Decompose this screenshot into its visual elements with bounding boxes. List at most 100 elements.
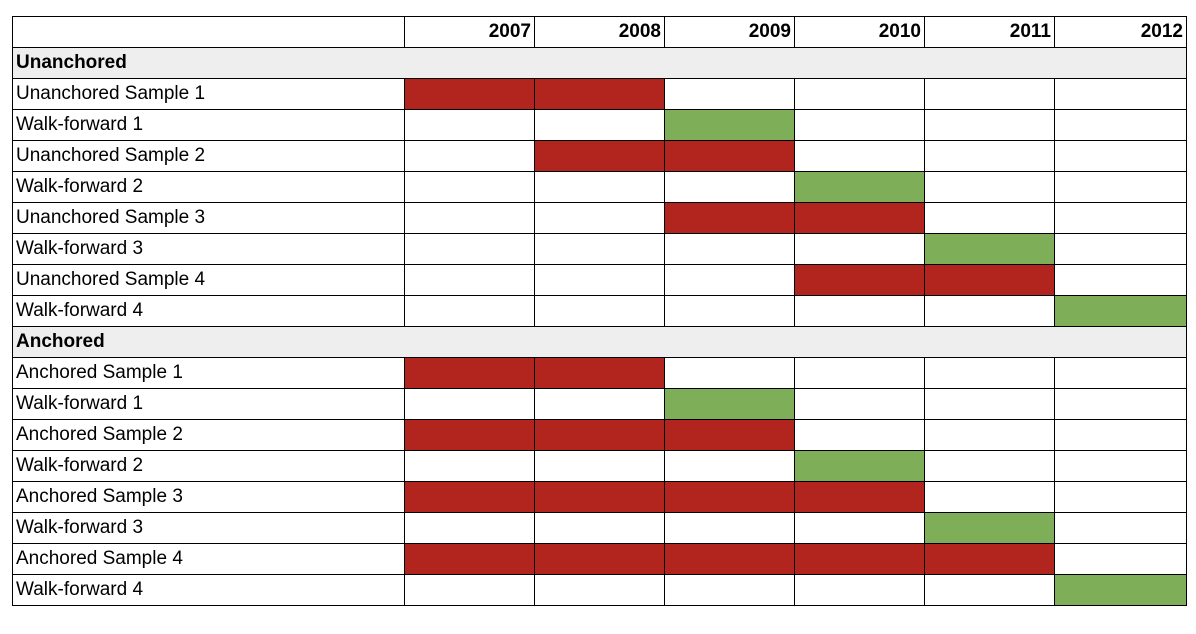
- empty-cell: [534, 295, 665, 327]
- empty-cell: [1054, 543, 1187, 575]
- walk-forward-table: 2007 2008 2009 2010 2011 2012 Unanchored…: [12, 16, 1187, 606]
- empty-cell: [404, 233, 535, 265]
- empty-cell: [924, 295, 1055, 327]
- empty-cell: [1054, 450, 1187, 482]
- empty-cell: [534, 388, 665, 420]
- empty-cell: [404, 140, 535, 172]
- walk-forward-bar: [794, 171, 925, 203]
- empty-cell: [664, 574, 795, 606]
- column-header: 2010: [794, 16, 925, 48]
- row-label: Unanchored Sample 2: [12, 140, 405, 172]
- empty-cell: [404, 171, 535, 203]
- table-row: Walk-forward 4: [12, 574, 1187, 606]
- empty-cell: [794, 388, 925, 420]
- walk-forward-bar: [1054, 295, 1187, 327]
- walk-forward-bar: [924, 512, 1055, 544]
- row-label: Anchored Sample 1: [12, 357, 405, 389]
- row-label: Anchored Sample 3: [12, 481, 405, 513]
- empty-cell: [404, 264, 535, 296]
- sample-bar: [924, 543, 1055, 575]
- section-row: Anchored: [12, 326, 1187, 358]
- table-row: Unanchored Sample 4: [12, 264, 1187, 296]
- walk-forward-bar: [664, 109, 795, 141]
- empty-cell: [664, 264, 795, 296]
- empty-cell: [404, 512, 535, 544]
- sample-bar: [664, 543, 795, 575]
- sample-bar: [404, 357, 535, 389]
- empty-cell: [924, 78, 1055, 110]
- row-label: Walk-forward 1: [12, 388, 405, 420]
- table-row: Anchored Sample 4: [12, 543, 1187, 575]
- sample-bar: [534, 140, 665, 172]
- empty-cell: [1054, 264, 1187, 296]
- table-row: Anchored Sample 2: [12, 419, 1187, 451]
- empty-cell: [794, 574, 925, 606]
- empty-cell: [534, 109, 665, 141]
- empty-cell: [664, 512, 795, 544]
- row-label: Anchored Sample 4: [12, 543, 405, 575]
- column-header: [12, 16, 405, 48]
- empty-cell: [1054, 109, 1187, 141]
- empty-cell: [1054, 140, 1187, 172]
- empty-cell: [664, 171, 795, 203]
- sample-bar: [794, 481, 925, 513]
- empty-cell: [404, 450, 535, 482]
- empty-cell: [924, 450, 1055, 482]
- table-row: Walk-forward 3: [12, 233, 1187, 265]
- sample-bar: [404, 481, 535, 513]
- row-label: Walk-forward 2: [12, 450, 405, 482]
- sample-bar: [664, 419, 795, 451]
- sample-bar: [404, 419, 535, 451]
- sample-bar: [664, 202, 795, 234]
- empty-cell: [924, 574, 1055, 606]
- empty-cell: [924, 357, 1055, 389]
- section-title: Unanchored: [12, 47, 1187, 79]
- sample-bar: [534, 78, 665, 110]
- sample-bar: [404, 543, 535, 575]
- table-row: Walk-forward 1: [12, 388, 1187, 420]
- empty-cell: [794, 512, 925, 544]
- sample-bar: [534, 357, 665, 389]
- empty-cell: [1054, 171, 1187, 203]
- empty-cell: [794, 78, 925, 110]
- empty-cell: [924, 388, 1055, 420]
- empty-cell: [924, 202, 1055, 234]
- table-row: Walk-forward 2: [12, 171, 1187, 203]
- sample-bar: [794, 543, 925, 575]
- empty-cell: [794, 109, 925, 141]
- section-title: Anchored: [12, 326, 1187, 358]
- empty-cell: [534, 202, 665, 234]
- sample-bar: [794, 264, 925, 296]
- row-label: Walk-forward 4: [12, 574, 405, 606]
- empty-cell: [924, 419, 1055, 451]
- table-row: Walk-forward 4: [12, 295, 1187, 327]
- empty-cell: [924, 171, 1055, 203]
- column-header: 2009: [664, 16, 795, 48]
- row-label: Walk-forward 2: [12, 171, 405, 203]
- sample-bar: [794, 202, 925, 234]
- empty-cell: [534, 233, 665, 265]
- row-label: Walk-forward 3: [12, 512, 405, 544]
- empty-cell: [1054, 481, 1187, 513]
- column-header: 2007: [404, 16, 535, 48]
- walk-forward-bar: [664, 388, 795, 420]
- row-label: Walk-forward 1: [12, 109, 405, 141]
- empty-cell: [794, 295, 925, 327]
- empty-cell: [664, 78, 795, 110]
- table-body: Unanchored Unanchored Sample 1 Walk-forwar…: [12, 47, 1187, 606]
- empty-cell: [664, 233, 795, 265]
- empty-cell: [924, 481, 1055, 513]
- empty-cell: [664, 295, 795, 327]
- empty-cell: [534, 264, 665, 296]
- table-row: Walk-forward 1: [12, 109, 1187, 141]
- row-label: Unanchored Sample 4: [12, 264, 405, 296]
- row-label: Anchored Sample 2: [12, 419, 405, 451]
- empty-cell: [404, 109, 535, 141]
- table-row: Anchored Sample 1: [12, 357, 1187, 389]
- sample-bar: [924, 264, 1055, 296]
- column-header: 2008: [534, 16, 665, 48]
- column-header: 2011: [924, 16, 1055, 48]
- empty-cell: [1054, 202, 1187, 234]
- column-header: 2012: [1054, 16, 1187, 48]
- empty-cell: [794, 233, 925, 265]
